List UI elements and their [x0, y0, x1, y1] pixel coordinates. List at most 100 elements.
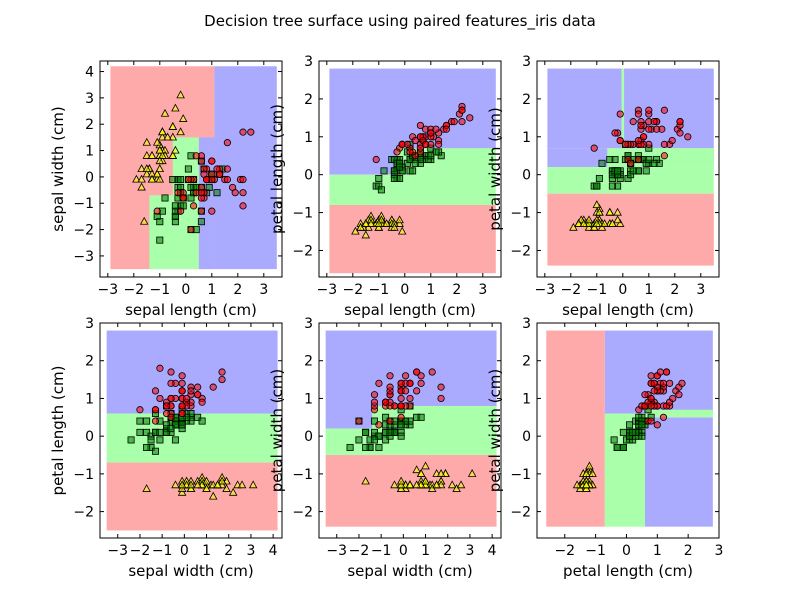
point-green-square [416, 156, 424, 164]
y-tick-label: 3 [85, 91, 94, 107]
point-green-square [380, 167, 388, 175]
point-yellow-triangle [142, 137, 152, 146]
point-green-square [151, 447, 159, 455]
point-green-square [619, 428, 627, 436]
point-red-circle [370, 391, 379, 399]
point-red-circle [406, 394, 414, 403]
point-yellow-triangle [186, 484, 196, 492]
point-green-square [629, 428, 637, 436]
point-red-circle [411, 136, 419, 145]
point-yellow-triangle [395, 219, 404, 227]
x-tick-label: 4 [488, 543, 497, 559]
y-tick-label: −3 [73, 249, 94, 265]
point-green-square [187, 410, 195, 418]
point-green-square [156, 428, 164, 436]
point-green-square [355, 436, 363, 444]
x-tick-label: 1 [644, 282, 653, 298]
point-red-circle [162, 402, 171, 410]
point-yellow-triangle [147, 150, 157, 159]
point-yellow-triangle [412, 465, 421, 474]
point-green-square [375, 432, 383, 440]
point-yellow-triangle [592, 200, 602, 209]
y-tick-label: 2 [85, 117, 94, 133]
point-yellow-triangle [152, 137, 162, 146]
point-red-circle [213, 165, 221, 173]
point-yellow-triangle [160, 108, 170, 117]
point-green-square [156, 236, 164, 244]
point-yellow-triangle [237, 480, 247, 489]
point-green-square [411, 159, 419, 167]
point-green-square [370, 428, 378, 436]
point-yellow-triangle [608, 219, 617, 227]
axes-frame [318, 60, 502, 278]
point-red-circle [167, 394, 175, 403]
axes-frame [536, 322, 720, 539]
point-yellow-triangle [366, 219, 376, 227]
point-yellow-triangle [452, 484, 461, 492]
point-green-square [638, 421, 646, 429]
point-green-square [409, 167, 417, 175]
point-red-circle [645, 118, 653, 126]
point-yellow-triangle [613, 215, 622, 224]
decision-regions [325, 330, 497, 527]
y-tick-label: 4 [85, 65, 94, 81]
point-green-square [370, 417, 378, 425]
point-red-circle [397, 413, 405, 421]
point-yellow-triangle [390, 480, 399, 489]
point-green-square [629, 167, 637, 175]
y-tick-label: 1 [304, 391, 313, 407]
point-red-circle [156, 364, 164, 372]
x-tick-label: 0 [180, 543, 189, 559]
point-yellow-triangle [222, 484, 231, 492]
point-green-square [143, 443, 151, 451]
x-axis-label: sepal width (cm) [347, 562, 472, 580]
point-red-circle [381, 398, 390, 406]
point-yellow-triangle [176, 127, 185, 136]
point-red-circle [239, 189, 247, 197]
point-green-square [171, 436, 179, 444]
y-axis-label: petal length (cm) [268, 104, 286, 234]
region-green [325, 428, 497, 456]
point-red-circle [231, 189, 239, 197]
x-tick-label: −3 [534, 282, 555, 298]
y-tick-label: 2 [304, 92, 313, 108]
region-green [644, 409, 713, 418]
point-red-circle [652, 125, 661, 133]
point-red-circle [621, 140, 630, 148]
point-yellow-triangle [579, 219, 589, 227]
point-red-circle [178, 372, 186, 380]
point-red-circle [634, 110, 643, 118]
point-green-square [402, 417, 410, 425]
point-red-circle [151, 406, 160, 414]
point-red-circle [647, 372, 655, 380]
point-yellow-triangle [396, 484, 406, 492]
point-yellow-triangle [171, 145, 180, 154]
x-axis-label: sepal length (cm) [562, 301, 694, 319]
point-yellow-triangle [142, 150, 152, 159]
point-yellow-triangle [436, 469, 446, 477]
point-yellow-triangle [382, 219, 391, 227]
x-tick-label: −1 [586, 282, 607, 298]
point-yellow-triangle [155, 174, 165, 183]
point-yellow-triangle [137, 182, 146, 191]
point-green-square [619, 443, 627, 451]
point-red-circle [194, 391, 202, 399]
y-tick-label: −1 [510, 467, 531, 483]
point-green-square [626, 421, 634, 429]
point-green-square [362, 428, 370, 436]
point-yellow-triangle [582, 480, 591, 489]
point-green-square [362, 443, 370, 451]
point-green-square [213, 189, 221, 197]
point-yellow-triangle [228, 487, 238, 496]
point-red-circle [645, 125, 653, 133]
x-tick-label: 1 [426, 282, 435, 298]
y-tick-label: −2 [510, 505, 531, 521]
point-red-circle [650, 379, 658, 387]
point-red-circle [397, 379, 405, 387]
point-red-circle [247, 128, 255, 136]
x-tick-label: 3 [259, 282, 268, 298]
